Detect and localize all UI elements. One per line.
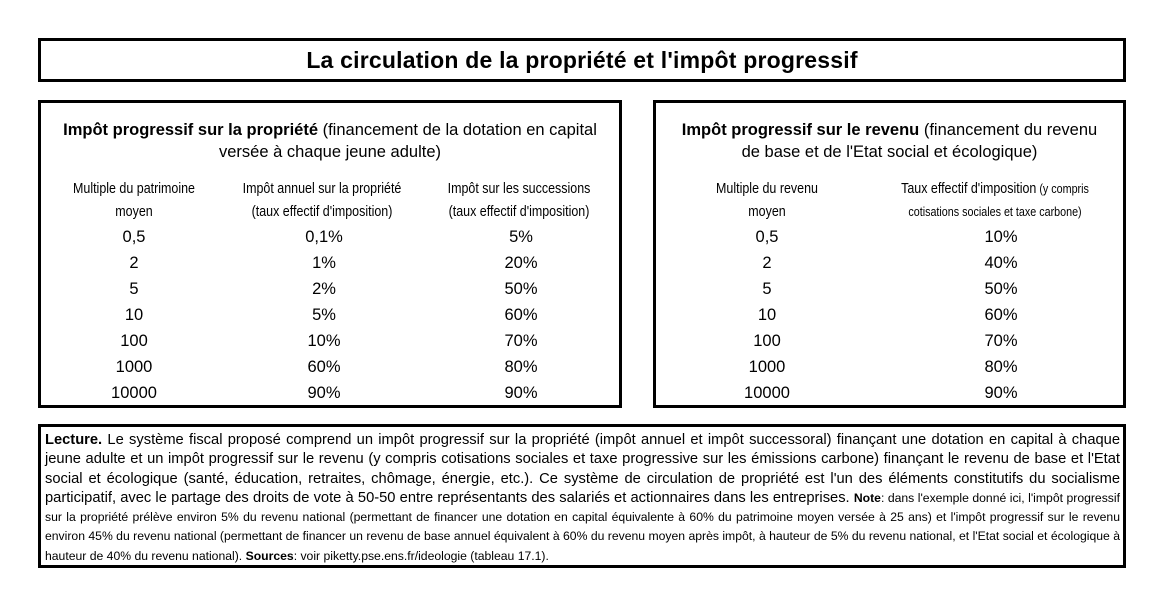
table-cell: 90% (307, 384, 341, 402)
table-cell: 100 (120, 332, 148, 350)
income-rate-column: 10% 40% 50% 60% 70% 80% 90% (876, 224, 1126, 406)
table-cell: 0,1% (305, 228, 343, 246)
table-cell: 2 (762, 254, 772, 272)
table-cell: 10% (307, 332, 341, 350)
note-section: Note: dans l'exemple donné ici, l'impôt … (45, 491, 1120, 563)
succession-tax-header-line1: Impôt sur les successions (447, 181, 591, 197)
reading-note-box: Lecture. Le système fiscal proposé compr… (38, 424, 1126, 568)
income-rate-header-small: (y compris (1036, 182, 1089, 196)
property-tax-heading-rest: (financement de la dotation en capital v… (219, 121, 597, 161)
lecture-text: Le système fiscal proposé comprend un im… (45, 432, 1120, 506)
annual-tax-header-line1: Impôt annuel sur la propriété (242, 181, 402, 197)
property-tax-heading-bold: Impôt progressif sur la propriété (63, 121, 319, 139)
wealth-multiple-header-line2: moyen (115, 204, 153, 220)
table-cell: 70% (984, 332, 1018, 350)
table-cell: 1000 (115, 358, 153, 376)
property-tax-panel: Impôt progressif sur la propriété (finan… (38, 100, 622, 408)
table-cell: 100 (753, 332, 781, 350)
table-cell: 50% (984, 280, 1018, 298)
annual-tax-column: 0,1% 1% 2% 5% 10% 60% 90% (221, 224, 427, 406)
note-text: : dans l'exemple donné ici, l'impôt prog… (45, 490, 1120, 563)
income-multiple-column: 0,5 2 5 10 100 1000 10000 (684, 224, 850, 406)
table-cell: 60% (504, 306, 538, 324)
table-cell: 5% (509, 228, 533, 246)
table-cell: 2% (312, 280, 336, 298)
income-rate-header-line2: cotisations sociales et taxe carbone) (882, 201, 1107, 224)
reading-note: Lecture. Le système fiscal proposé compr… (45, 431, 1120, 566)
table-cell: 1000 (748, 358, 786, 376)
table-cell: 80% (984, 358, 1018, 376)
table-cell: 5% (312, 306, 336, 324)
table-cell: 0,5 (755, 228, 779, 246)
note-label: Note (853, 490, 881, 505)
table-cell: 90% (504, 384, 538, 402)
income-multiple-header-line2: moyen (748, 204, 786, 220)
income-rate-header-line2-text: cotisations sociales et taxe carbone) (908, 205, 1082, 219)
table-cell: 0,5 (122, 228, 146, 246)
annual-tax-header: Impôt annuel sur la propriété (taux effe… (230, 178, 414, 224)
table-cell: 2 (129, 254, 139, 272)
table-cell: 90% (984, 384, 1018, 402)
income-rate-header-line1: Taux effectif d'imposition (y compris (882, 178, 1107, 201)
title-box: La circulation de la propriété et l'impô… (38, 38, 1126, 82)
income-multiple-header-line1: Multiple du revenu (716, 181, 818, 197)
income-tax-panel: Impôt progressif sur le revenu (financem… (653, 100, 1126, 408)
table-cell: 60% (307, 358, 341, 376)
table-cell: 40% (984, 254, 1018, 272)
succession-tax-header: Impôt sur les successions (taux effectif… (433, 178, 605, 224)
property-tax-heading: Impôt progressif sur la propriété (finan… (47, 119, 613, 163)
table-cell: 50% (504, 280, 538, 298)
income-tax-heading-rest: (financement du revenu de base et de l'E… (741, 121, 1098, 161)
wealth-multiple-header: Multiple du patrimoine moyen (61, 178, 207, 224)
income-tax-heading: Impôt progressif sur le revenu (financem… (676, 119, 1103, 163)
annual-tax-header-line2: (taux effectif d'imposition) (251, 204, 393, 220)
table-cell: 10 (757, 306, 777, 324)
wealth-multiple-column: 0,5 2 5 10 100 1000 10000 (51, 224, 217, 406)
page-title: La circulation de la propriété et l'impô… (306, 47, 858, 73)
table-cell: 10000 (744, 384, 790, 402)
lecture-label: Lecture. (45, 432, 103, 448)
table-cell: 60% (984, 306, 1018, 324)
income-rate-header-main: Taux effectif d'imposition (901, 181, 1037, 197)
wealth-multiple-header-line1: Multiple du patrimoine (72, 181, 195, 197)
income-tax-heading-bold: Impôt progressif sur le revenu (681, 121, 920, 139)
income-rate-header: Taux effectif d'imposition (y compris co… (882, 178, 1107, 224)
income-multiple-header: Multiple du revenu moyen (694, 178, 840, 224)
table-cell: 20% (504, 254, 538, 272)
table-cell: 10 (124, 306, 144, 324)
table-cell: 80% (504, 358, 538, 376)
table-cell: 70% (504, 332, 538, 350)
sources-text: : voir piketty.pse.ens.fr/ideologie (tab… (293, 548, 549, 563)
sources-label: Sources (245, 548, 294, 563)
table-cell: 5 (129, 280, 139, 298)
succession-tax-column: 5% 20% 50% 60% 70% 80% 90% (423, 224, 619, 406)
table-cell: 1% (312, 254, 336, 272)
table-cell: 10% (984, 228, 1018, 246)
table-cell: 10000 (111, 384, 157, 402)
table-cell: 5 (762, 280, 772, 298)
succession-tax-header-line2: (taux effectif d'imposition) (448, 204, 590, 220)
